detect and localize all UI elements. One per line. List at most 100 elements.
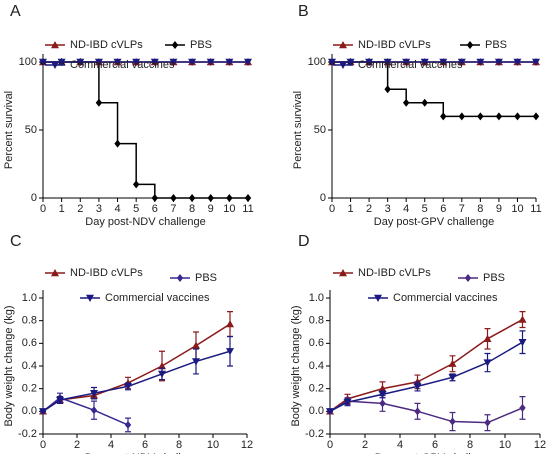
x-tick-label: 2	[74, 439, 80, 451]
legend-label: Commercial vaccines	[358, 59, 463, 71]
y-tick-label: 1.0	[309, 292, 324, 304]
y-tick-label: 0.4	[22, 360, 37, 372]
marker	[124, 420, 132, 429]
marker	[94, 58, 103, 66]
marker	[76, 58, 85, 66]
y-tick-label: 0.4	[309, 360, 324, 372]
marker	[151, 194, 159, 202]
marker	[384, 85, 391, 94]
marker	[448, 374, 457, 382]
marker	[51, 269, 59, 277]
step-line	[98, 102, 119, 144]
x-tick-label: 10	[223, 203, 235, 215]
marker	[518, 315, 527, 323]
y-tick-label: 0.0	[22, 405, 37, 417]
legend-label: PBS	[195, 272, 217, 284]
marker	[244, 58, 252, 66]
x-tick-label: 8	[467, 439, 473, 451]
y-tick-label: 1.0	[22, 292, 37, 304]
marker	[226, 348, 234, 356]
marker	[365, 58, 374, 66]
marker	[518, 339, 527, 347]
x-tick-label: 7	[459, 203, 465, 215]
x-tick-label: 1	[59, 203, 65, 215]
legend-label: ND-IBD cVLPs	[70, 267, 143, 279]
step-line	[136, 183, 156, 198]
marker	[158, 362, 166, 370]
marker	[402, 98, 410, 107]
legend-label: ND-IBD cVLPs	[358, 267, 431, 279]
marker	[114, 139, 121, 148]
marker	[484, 418, 491, 427]
x-tick-label: 11	[242, 203, 253, 215]
marker	[420, 58, 429, 66]
y-axis-label: Percent survival	[292, 91, 304, 169]
marker	[171, 41, 179, 49]
x-tick-label: 8	[176, 439, 182, 451]
x-tick-label: 3	[385, 203, 391, 215]
marker	[124, 383, 132, 391]
step-line	[117, 142, 137, 185]
x-tick-label: 8	[477, 203, 483, 215]
marker	[457, 58, 466, 66]
x-axis-label: Day post-GPV challenge	[375, 452, 495, 454]
y-axis-label: Body weight change (kg)	[3, 305, 15, 426]
marker	[448, 359, 457, 367]
marker	[413, 383, 422, 391]
series-line	[329, 400, 523, 424]
marker	[464, 274, 472, 282]
x-tick-label: 0	[40, 439, 46, 451]
x-tick-label: 4	[108, 439, 114, 451]
x-tick-label: 2	[362, 439, 368, 451]
marker	[339, 41, 347, 49]
marker	[90, 406, 98, 415]
legend-label: ND-IBD cVLPs	[358, 39, 431, 51]
x-tick-label: 9	[496, 203, 502, 215]
panel-letter: C	[10, 233, 22, 250]
x-tick-label: 4	[397, 439, 403, 451]
marker	[39, 408, 47, 416]
marker	[513, 58, 522, 66]
y-tick-label: 0.6	[309, 337, 324, 349]
marker	[379, 399, 386, 408]
marker	[514, 112, 521, 121]
x-tick-label: 6	[142, 439, 148, 451]
marker	[532, 58, 540, 66]
legend-label: Commercial vaccines	[393, 292, 498, 304]
marker	[207, 194, 214, 202]
x-tick-label: 1	[347, 203, 353, 215]
y-tick-label: 0.2	[22, 383, 37, 395]
marker	[326, 408, 334, 416]
x-tick-label: 0	[40, 203, 46, 215]
legend-label: Commercial vaccines	[70, 59, 175, 71]
marker	[402, 58, 411, 66]
x-axis-label: Day post-GPV challenge	[374, 216, 494, 228]
marker	[51, 41, 59, 49]
marker	[206, 58, 215, 66]
marker	[378, 384, 387, 392]
x-tick-label: 3	[96, 203, 102, 215]
marker	[188, 58, 197, 66]
y-tick-label: 0	[320, 192, 326, 204]
panel-letter: A	[10, 3, 21, 20]
x-tick-label: 7	[170, 203, 176, 215]
marker	[477, 112, 484, 121]
panel-letter: D	[298, 233, 310, 250]
x-tick-label: 0	[327, 439, 333, 451]
y-tick-label: 100	[19, 56, 37, 68]
marker	[90, 390, 98, 398]
x-tick-label: 12	[241, 439, 253, 451]
x-tick-label: 4	[114, 203, 120, 215]
y-axis-label: Percent survival	[3, 91, 15, 169]
legend-label: PBS	[190, 39, 212, 51]
x-tick-label: 8	[189, 203, 195, 215]
marker	[132, 58, 141, 66]
step-line	[424, 102, 445, 117]
y-tick-label: 0.0	[309, 405, 324, 417]
marker	[226, 320, 234, 328]
marker	[86, 294, 94, 302]
marker	[476, 58, 485, 66]
x-tick-label: 2	[366, 203, 372, 215]
marker	[458, 112, 466, 121]
